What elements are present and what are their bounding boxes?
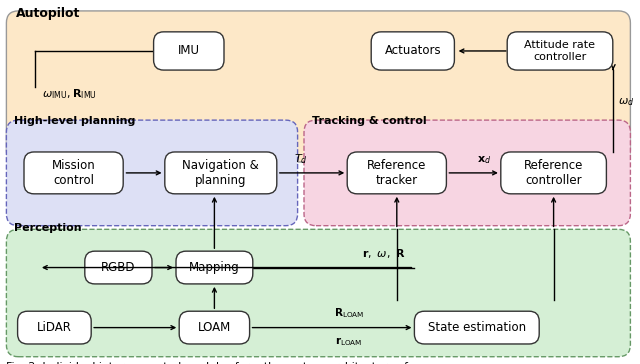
Text: $T_d$: $T_d$ (294, 152, 308, 166)
Text: Attitude rate
controller: Attitude rate controller (525, 40, 595, 62)
FancyBboxPatch shape (164, 152, 276, 194)
FancyBboxPatch shape (84, 251, 152, 284)
FancyBboxPatch shape (371, 32, 454, 70)
FancyBboxPatch shape (154, 32, 224, 70)
Text: $\omega_d$: $\omega_d$ (618, 96, 634, 108)
Text: $\mathbf{R}_{\mathrm{LOAM}}$: $\mathbf{R}_{\mathrm{LOAM}}$ (333, 306, 364, 320)
Text: High-level planning: High-level planning (14, 116, 136, 126)
Text: Fig. 2: Individual interconnected modules form the system architecture of
the au: Fig. 2: Individual interconnected module… (6, 362, 408, 364)
Text: $\mathbf{x}_d$: $\mathbf{x}_d$ (477, 154, 491, 166)
Text: LOAM: LOAM (198, 321, 231, 334)
Text: Perception: Perception (14, 223, 82, 233)
Text: Mapping: Mapping (189, 261, 240, 274)
Text: IMU: IMU (178, 44, 200, 58)
FancyBboxPatch shape (6, 11, 630, 162)
FancyBboxPatch shape (179, 311, 250, 344)
Text: Tracking & control: Tracking & control (312, 116, 427, 126)
FancyBboxPatch shape (304, 120, 630, 226)
Text: $\omega_{\mathrm{IMU}}, \mathbf{R}_{\mathrm{IMU}}$: $\omega_{\mathrm{IMU}}, \mathbf{R}_{\mat… (42, 87, 97, 101)
Text: $\mathbf{r}_{\mathrm{LOAM}}$: $\mathbf{r}_{\mathrm{LOAM}}$ (335, 335, 362, 348)
FancyBboxPatch shape (508, 32, 613, 70)
Text: State estimation: State estimation (428, 321, 526, 334)
FancyBboxPatch shape (176, 251, 253, 284)
FancyBboxPatch shape (17, 311, 92, 344)
FancyBboxPatch shape (6, 120, 298, 226)
Text: Actuators: Actuators (385, 44, 441, 58)
FancyBboxPatch shape (347, 152, 447, 194)
Text: RGBD: RGBD (101, 261, 136, 274)
Text: Reference
controller: Reference controller (524, 159, 583, 187)
FancyBboxPatch shape (501, 152, 607, 194)
Text: $\mathbf{r},\ \omega,\ \mathbf{R}$: $\mathbf{r},\ \omega,\ \mathbf{R}$ (362, 247, 406, 260)
Text: Navigation &
planning: Navigation & planning (182, 159, 259, 187)
FancyBboxPatch shape (415, 311, 540, 344)
FancyBboxPatch shape (24, 152, 124, 194)
Text: Mission
control: Mission control (52, 159, 95, 187)
Text: LiDAR: LiDAR (37, 321, 72, 334)
Text: Autopilot: Autopilot (16, 7, 81, 20)
Text: Reference
tracker: Reference tracker (367, 159, 426, 187)
FancyBboxPatch shape (6, 229, 630, 357)
